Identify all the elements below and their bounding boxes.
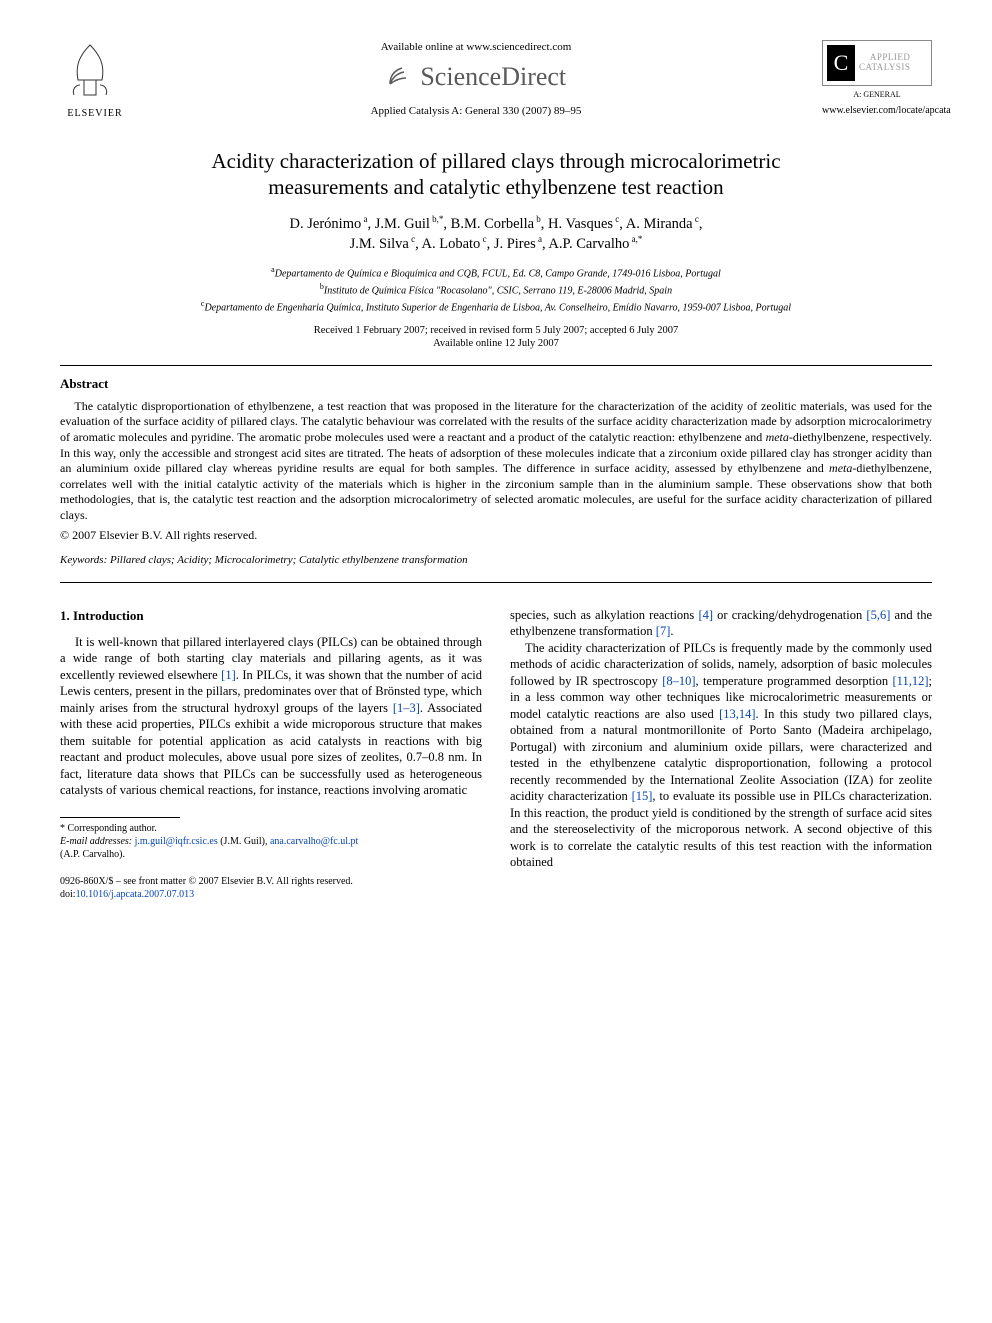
sciencedirect-text: ScienceDirect	[420, 62, 566, 91]
title-line1: Acidity characterization of pillared cla…	[211, 149, 780, 173]
author-sup: c	[693, 214, 699, 224]
keywords-text: Pillared clays; Acidity; Microcalorimetr…	[107, 554, 467, 566]
citation-link[interactable]: [1–3]	[393, 701, 420, 715]
rule-below-keywords	[60, 582, 932, 583]
doi-line: doi:10.1016/j.apcata.2007.07.013	[60, 888, 482, 901]
affil-a: aDepartamento de Química e Bioquímica an…	[60, 264, 932, 281]
body-columns: 1. Introduction It is well-known that pi…	[60, 607, 932, 902]
citation-link[interactable]: [5,6]	[866, 608, 890, 622]
affil-b-text: Instituto de Química Física "Rocasolano"…	[324, 285, 672, 296]
left-column: 1. Introduction It is well-known that pi…	[60, 607, 482, 902]
corr-emails: E-mail addresses: j.m.guil@iqfr.csic.es …	[60, 835, 482, 861]
footnote-divider	[60, 817, 180, 818]
doi-label: doi:	[60, 889, 76, 900]
author-sup: a	[536, 234, 542, 244]
italic-term: meta	[829, 461, 852, 475]
abstract-body: The catalytic disproportionation of ethy…	[60, 399, 932, 524]
received-date: Received 1 February 2007; received in re…	[60, 324, 932, 338]
article-title: Acidity characterization of pillared cla…	[100, 148, 892, 201]
locate-url: www.elsevier.com/locate/apcata	[822, 104, 932, 117]
author: J. Pires a	[494, 236, 542, 252]
right-column: species, such as alkylation reactions [4…	[510, 607, 932, 902]
email-link-1[interactable]: j.m.guil@iqfr.csic.es	[135, 836, 218, 847]
author-list: D. Jerónimo a, J.M. Guil b,*, B.M. Corbe…	[60, 214, 932, 253]
author-sup: a,*	[629, 234, 642, 244]
email2-who: (A.P. Carvalho).	[60, 848, 482, 861]
citation-link[interactable]: [13,14]	[719, 707, 755, 721]
affil-a-text: Departamento de Química e Bioquímica and…	[275, 268, 721, 279]
badge-word2: CATALYSIS	[859, 63, 910, 73]
citation-link[interactable]: [15]	[632, 789, 653, 803]
email-link-2[interactable]: ana.carvalho@fc.ul.pt	[270, 836, 358, 847]
author: A. Lobato c	[422, 236, 487, 252]
email-label: E-mail addresses:	[60, 836, 132, 847]
author: J.M. Silva c	[350, 236, 415, 252]
keywords: Keywords: Pillared clays; Acidity; Micro…	[60, 553, 932, 567]
affil-c-text: Departamento de Engenharia Química, Inst…	[204, 303, 791, 314]
corr-author-label: * Corresponding author.	[60, 822, 482, 835]
keywords-label: Keywords:	[60, 554, 107, 566]
sciencedirect-logo: ScienceDirect	[130, 60, 822, 94]
available-online-text: Available online at www.sciencedirect.co…	[130, 40, 822, 54]
author-sup: c	[409, 234, 415, 244]
abstract-heading: Abstract	[60, 376, 932, 393]
online-date: Available online 12 July 2007	[60, 337, 932, 351]
author-sup: b,*	[430, 214, 444, 224]
author: A. Miranda c	[626, 216, 699, 232]
citation-link[interactable]: [11,12]	[893, 674, 929, 688]
author: H. Vasques c	[548, 216, 619, 232]
author: A.P. Carvalho a,*	[548, 236, 642, 252]
author-sup: c	[613, 214, 619, 224]
abstract-copyright: © 2007 Elsevier B.V. All rights reserved…	[60, 528, 932, 544]
doi-link[interactable]: 10.1016/j.apcata.2007.07.013	[76, 889, 195, 900]
author: B.M. Corbella b	[451, 216, 541, 232]
rule-above-abstract	[60, 365, 932, 366]
journal-reference: Applied Catalysis A: General 330 (2007) …	[130, 104, 822, 118]
title-line2: measurements and catalytic ethylbenzene …	[268, 175, 723, 199]
page-footer: 0926-860X/$ – see front matter © 2007 El…	[60, 875, 482, 901]
author-sup: c	[480, 234, 486, 244]
elsevier-wordmark: ELSEVIER	[60, 107, 130, 120]
intro-heading: 1. Introduction	[60, 607, 482, 624]
italic-term: meta	[766, 430, 789, 444]
affil-c: cDepartamento de Engenharia Química, Ins…	[60, 298, 932, 315]
sd-fan-icon	[386, 62, 417, 91]
citation-link[interactable]: [8–10]	[662, 674, 695, 688]
center-header: Available online at www.sciencedirect.co…	[130, 40, 822, 118]
article-dates: Received 1 February 2007; received in re…	[60, 324, 932, 351]
header-row: ELSEVIER Available online at www.science…	[60, 40, 932, 120]
author-sup: a	[361, 214, 367, 224]
intro-para2: The acidity characterization of PILCs is…	[510, 640, 932, 871]
elsevier-tree-icon	[60, 40, 120, 100]
author: D. Jerónimo a	[290, 216, 368, 232]
email1-who: (J.M. Guil),	[218, 836, 270, 847]
citation-link[interactable]: [7]	[656, 624, 671, 638]
affil-b: bInstituto de Química Física "Rocasolano…	[60, 281, 932, 298]
corresponding-footnote: * Corresponding author. E-mail addresses…	[60, 822, 482, 861]
affiliations: aDepartamento de Química e Bioquímica an…	[60, 264, 932, 316]
intro-col2-cont: species, such as alkylation reactions [4…	[510, 607, 932, 640]
author-sup: b	[534, 214, 541, 224]
citation-link[interactable]: [4]	[698, 608, 713, 622]
intro-para1: It is well-known that pillared interlaye…	[60, 634, 482, 799]
elsevier-logo: ELSEVIER	[60, 40, 130, 120]
front-matter-line: 0926-860X/$ – see front matter © 2007 El…	[60, 875, 482, 888]
badge-box: C APPLIED CATALYSIS	[822, 40, 932, 86]
badge-text: APPLIED CATALYSIS	[859, 53, 910, 73]
citation-link[interactable]: [1]	[221, 668, 236, 682]
journal-badge: C APPLIED CATALYSIS A: GENERAL www.elsev…	[822, 40, 932, 117]
badge-sub: A: GENERAL	[822, 90, 932, 100]
badge-c-icon: C	[827, 45, 855, 81]
author: J.M. Guil b,*	[375, 216, 444, 232]
